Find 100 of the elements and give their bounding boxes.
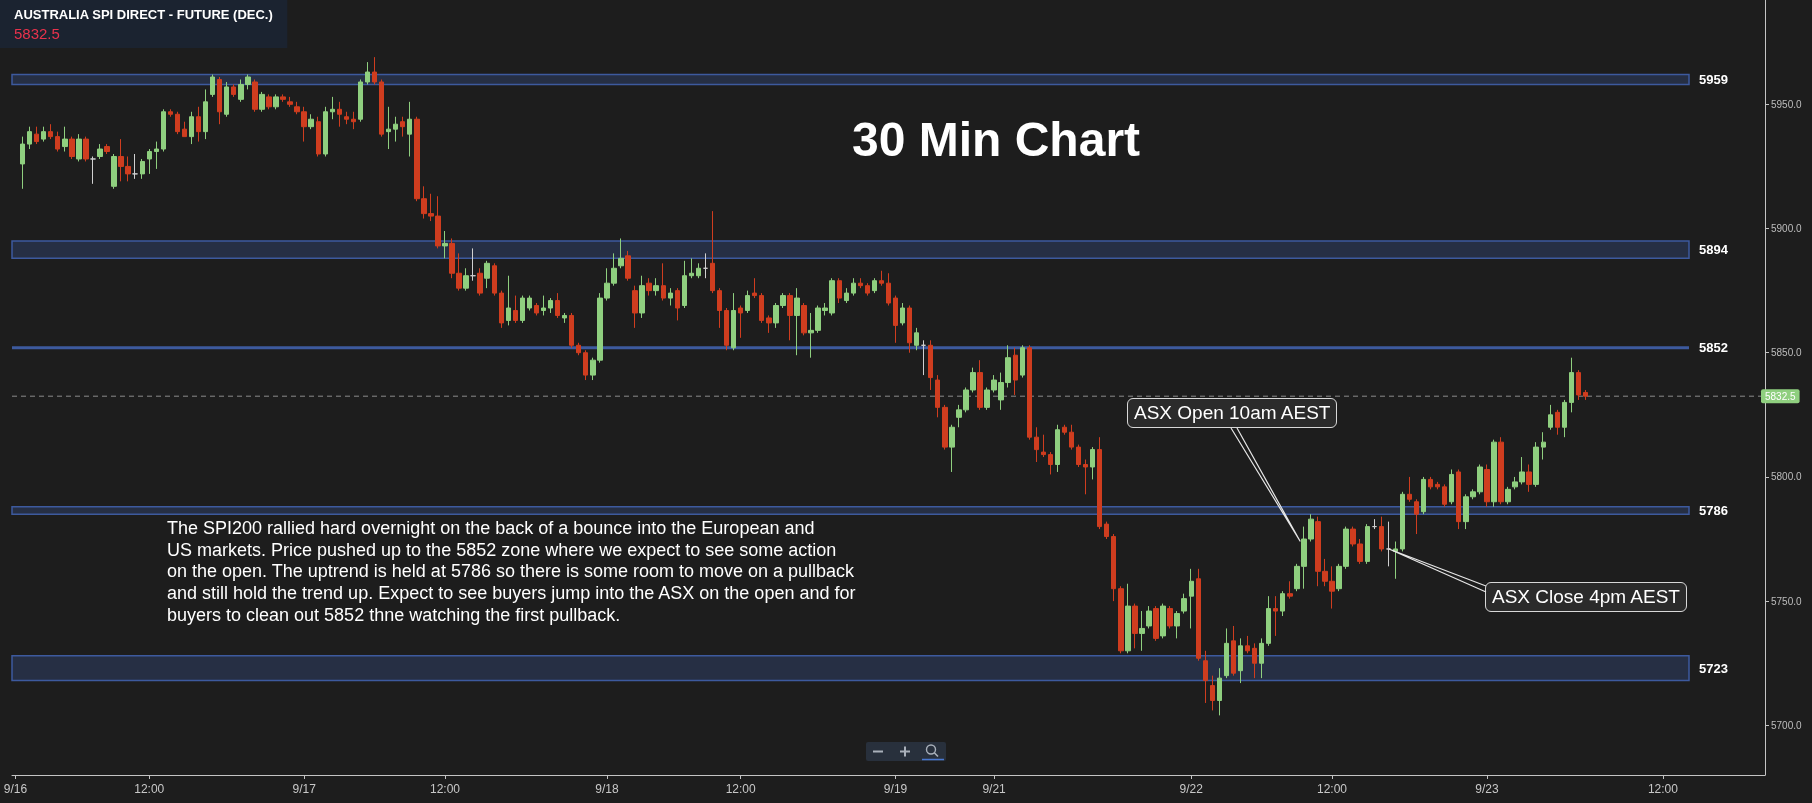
candlestick: [168, 108, 173, 118]
candlestick: [1069, 424, 1074, 451]
candlestick: [442, 230, 448, 259]
candlestick: [217, 76, 222, 125]
candlestick: [1210, 675, 1215, 711]
candlestick: [724, 307, 729, 351]
candlestick: [182, 121, 187, 138]
candlestick: [1055, 424, 1060, 473]
candlestick: [562, 312, 567, 324]
x-tick-label: 9/22: [1179, 782, 1204, 796]
candlestick: [470, 247, 476, 282]
y-tick-label: 5800.0: [1771, 471, 1803, 483]
candlestick: [1041, 434, 1046, 458]
candlestick: [1548, 404, 1553, 431]
candlestick: [506, 275, 511, 326]
candlestick: [1167, 605, 1173, 629]
candlestick: [1111, 533, 1116, 602]
candlestick: [949, 424, 955, 473]
x-tick-label: 12:00: [134, 782, 165, 796]
candlestick: [1224, 627, 1229, 679]
x-tick-label: 9/16: [3, 782, 28, 796]
candlestick: [1104, 521, 1109, 540]
candlestick: [1097, 436, 1102, 530]
candlestick: [1118, 585, 1124, 654]
candlestick: [907, 305, 912, 354]
candlestick: [1414, 498, 1419, 535]
candlestick: [90, 155, 96, 185]
candlestick: [675, 287, 680, 321]
candlestick: [1379, 516, 1384, 552]
candlestick: [189, 111, 194, 145]
candlestick: [928, 339, 933, 391]
candlestick: [1160, 603, 1166, 639]
candlestick: [1013, 347, 1018, 396]
candlestick: [1027, 344, 1032, 441]
x-tick-label: 12:00: [1647, 782, 1679, 796]
candlestick: [1456, 468, 1461, 530]
candlestick: [400, 116, 405, 138]
candlestick: [407, 101, 412, 157]
candlestick: [1020, 344, 1025, 379]
candlestick: [900, 302, 905, 326]
candlestick: [147, 148, 152, 175]
candlestick: [1062, 424, 1067, 436]
candlestick: [1442, 483, 1447, 508]
candlestick: [534, 302, 539, 316]
candlestick: [977, 359, 983, 411]
candlestick: [1139, 610, 1145, 652]
candlestick: [252, 78, 258, 113]
candlestick: [41, 126, 46, 143]
candlestick: [569, 312, 574, 349]
candlestick: [104, 143, 110, 155]
candlestick: [1259, 637, 1264, 679]
band-label: 5894: [1699, 242, 1729, 258]
text: 30 Min Chart: [852, 112, 1141, 166]
candlestick: [527, 295, 532, 311]
candlestick: [583, 349, 588, 381]
candlestick: [323, 106, 328, 157]
text: AUSTRALIA SPI DIRECT - FUTURE (DEC.): [14, 7, 273, 22]
ref-line-label: 5832.5: [1765, 390, 1797, 402]
candlestick: [1407, 476, 1412, 503]
candlestick: [1238, 637, 1243, 684]
candlestick: [541, 295, 546, 316]
candlestick: [48, 123, 53, 140]
candlestick: [1076, 444, 1081, 468]
candlestick: [703, 252, 708, 279]
candlestick: [1491, 439, 1497, 508]
candlestick: [1287, 580, 1293, 600]
candlestick: [1280, 590, 1285, 617]
candlestick: [358, 78, 363, 123]
candlestick: [1245, 635, 1250, 654]
x-tick-label: 9/18: [595, 782, 619, 796]
candlestick: [351, 111, 356, 130]
candlestick: [132, 153, 138, 180]
x-tick-label: 9/23: [1475, 782, 1499, 796]
x-tick-label: 9/17: [292, 782, 317, 796]
candlestick: [801, 302, 807, 336]
candlestick: [97, 143, 103, 160]
candlestick: [1153, 605, 1159, 642]
candlestick: [738, 305, 743, 339]
candlestick: [942, 404, 948, 451]
candlestick: [865, 282, 870, 297]
candlestick: [273, 93, 279, 110]
candlestick: [1146, 605, 1152, 629]
candlestick: [210, 74, 215, 98]
candlestick: [576, 342, 581, 356]
candlestick: [316, 116, 321, 157]
x-tick-label: 9/19: [883, 782, 908, 796]
candlestick: [154, 141, 159, 170]
candlestick: [1132, 603, 1138, 649]
candlestick: [280, 93, 286, 103]
candlestick: [661, 262, 666, 302]
candlestick: [344, 111, 349, 125]
candlestick: [1266, 595, 1271, 647]
candlestick: [1526, 464, 1532, 493]
x-tick-label: 12:00: [1317, 782, 1348, 796]
candlestick: [844, 287, 849, 304]
y-tick-label: 5900.0: [1771, 223, 1803, 235]
candlestick: [548, 297, 553, 314]
candlestick: [1400, 491, 1405, 552]
candlestick: [1484, 464, 1490, 508]
y-tick-label: 5850.0: [1771, 347, 1803, 359]
